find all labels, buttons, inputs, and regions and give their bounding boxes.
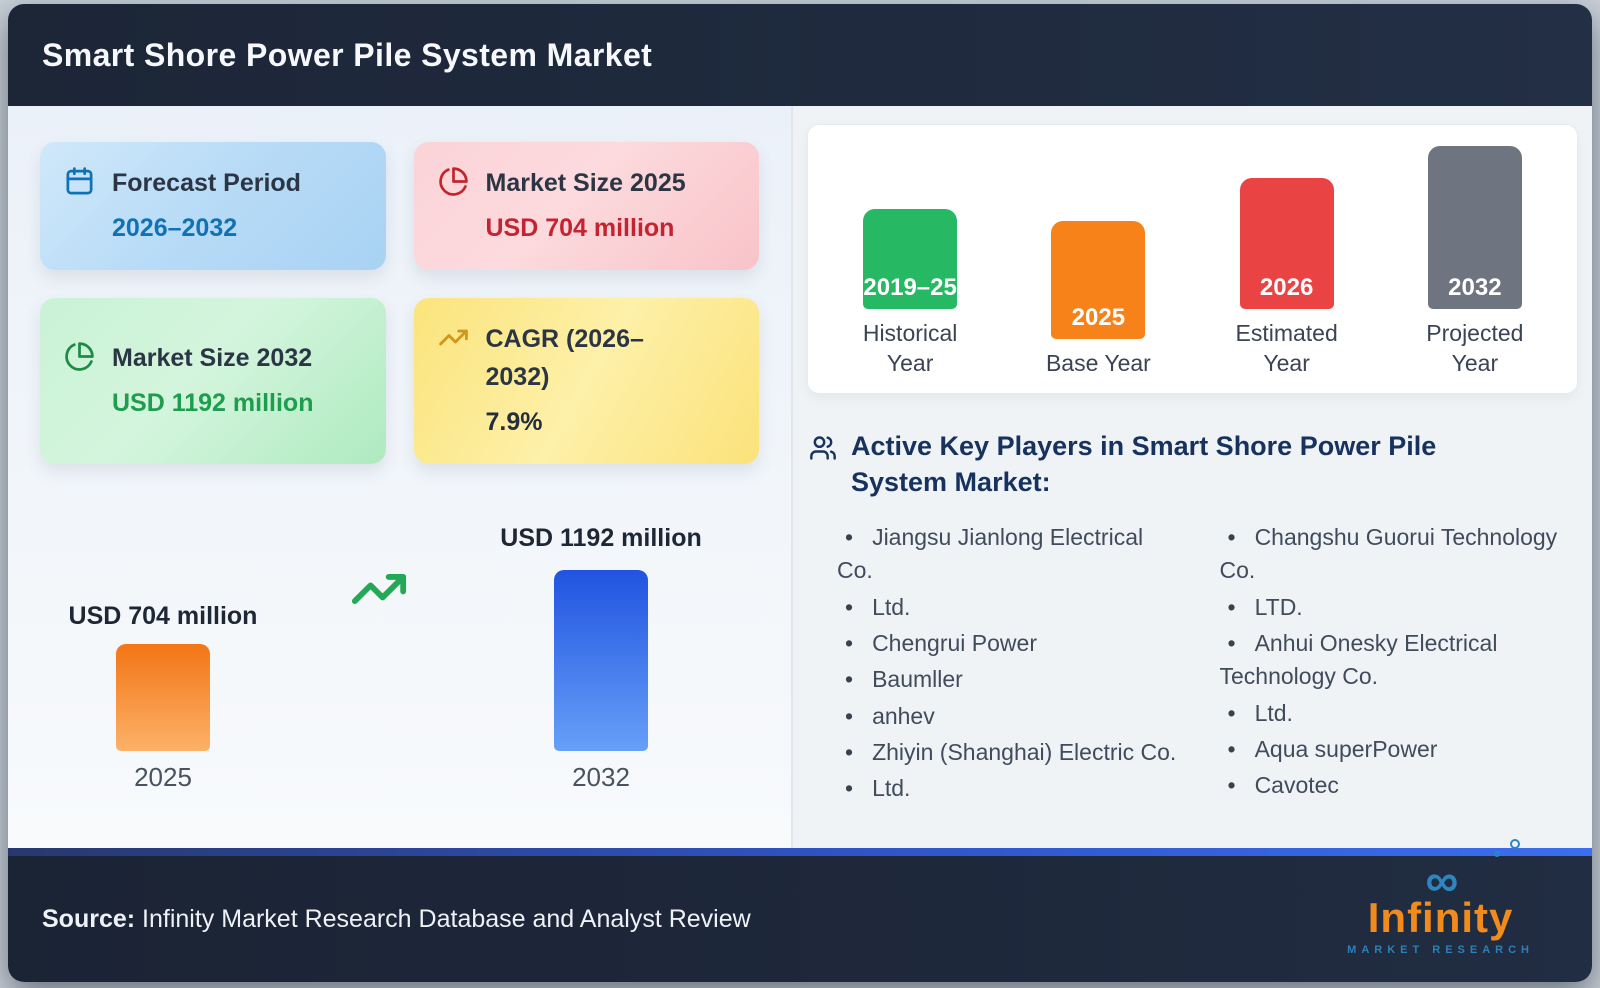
card-value: 2026–2032 [112,213,238,242]
calendar-icon [64,166,95,197]
pie-chart-icon [64,341,95,372]
header: Smart Shore Power Pile System Market [8,4,1592,106]
trending-up-icon [346,560,412,618]
list-item: Aqua superPower [1220,733,1565,766]
logo-name: Infinity [1367,893,1514,941]
content: Forecast Period 2026–2032 Market Size 20… [8,106,1592,848]
source-label: Source: [42,904,136,933]
timeline-caption: Estimated Year [1235,320,1338,377]
card-label: Market Size 2032 [112,343,313,372]
list-item: Chengrui Power [837,627,1182,660]
key-players-list-right: Changshu Guorui Technology Co.LTD.Anhui … [1192,521,1575,809]
list-item: Changshu Guorui Technology Co. [1220,521,1565,588]
card-forecast-period: Forecast Period 2026–2032 [40,142,386,270]
timeline-caption: Base Year [1045,350,1151,377]
timeline-column: 2026 Estimated Year [1197,145,1377,379]
list-item: Ltd. [1220,697,1565,730]
timeline-bar-label: 2032 [1448,274,1502,302]
card-value: USD 1192 million [112,388,314,417]
list-item: LTD. [1220,591,1565,624]
source-text: Source: Infinity Market Research Databas… [42,904,751,933]
card-cagr: CAGR (2026–2032) 7.9% [413,297,759,464]
timeline-bar-projected: 2032 [1427,146,1522,310]
right-panel: 2019–25 Historical Year 2025 Base Year 2… [791,106,1592,848]
key-players-heading: Active Key Players in Smart Shore Power … [851,431,1437,498]
timeline-caption: Historical Year [862,320,958,377]
list-item: anhev [837,700,1182,733]
x-axis-label: 2032 [572,761,630,792]
users-icon [809,434,837,462]
stat-cards: Forecast Period 2026–2032 Market Size 20… [40,142,759,464]
bar-data-label: USD 1192 million [500,523,702,552]
timeline-bar-label: 2019–25 [863,274,957,302]
bar-data-label: USD 704 million [68,601,258,630]
page-title: Smart Shore Power Pile System Market [42,36,653,73]
card-label: Market Size 2025 [485,169,686,197]
timeline-card: 2019–25 Historical Year 2025 Base Year 2… [807,124,1578,394]
infinity-logo: ∞ Infinity MARKET RESEARCH [1347,838,1534,956]
x-axis-label: 2025 [134,761,192,792]
footer: Source: Infinity Market Research Databas… [8,838,1592,982]
key-players-section: Active Key Players in Smart Shore Power … [807,428,1578,809]
card-value: USD 704 million [485,213,675,242]
card-label: CAGR (2026–2032) [485,324,644,392]
list-item: Ltd. [837,772,1182,805]
timeline-caption: Projected Year [1426,320,1524,377]
timeline-bar-label: 2025 [1071,304,1126,332]
logo-swirl-icon [1494,850,1500,857]
infinity-symbol-icon: ∞ [1425,853,1459,906]
accent-divider [8,848,1592,856]
list-item: Zhiyin (Shanghai) Electric Co. [837,736,1182,769]
timeline-column: 2032 Projected Year [1385,145,1565,379]
trending-up-icon [438,322,469,353]
timeline-bar-estimated: 2026 [1239,178,1334,310]
card-value: 7.9% [485,408,543,436]
timeline-bar-historical: 2019–25 [863,209,958,310]
infographic-frame: Smart Shore Power Pile System Market For… [8,4,1592,982]
timeline-column: 2025 Base Year [1008,145,1188,379]
bar-2025 [116,643,210,751]
bar-2032 [554,569,648,751]
list-item: Cavotec [1220,769,1565,802]
pie-chart-icon [438,166,469,197]
timeline-bar-label: 2026 [1259,274,1314,302]
list-item: Ltd. [837,591,1182,624]
key-players-list-left: Jiangsu Jianlong Electrical Co.Ltd.Cheng… [809,521,1192,809]
card-market-size-2025: Market Size 2025 USD 704 million [413,142,759,270]
list-item: Anhui Onesky Electrical Technology Co. [1220,627,1565,694]
left-panel: Forecast Period 2026–2032 Market Size 20… [8,106,791,848]
timeline-bar-base: 2025 [1051,221,1146,340]
logo-swirl-icon [1510,838,1520,849]
card-market-size-2032: Market Size 2032 USD 1192 million [40,297,386,464]
list-item: Baumller [837,663,1182,696]
logo-subtitle: MARKET RESEARCH [1347,943,1534,956]
list-item: Jiangsu Jianlong Electrical Co. [837,521,1182,588]
card-label: Forecast Period [112,169,301,197]
growth-bar-chart: USD 704 million USD 1192 million 2025 20… [8,506,791,806]
timeline-column: 2019–25 Historical Year [820,145,1000,379]
